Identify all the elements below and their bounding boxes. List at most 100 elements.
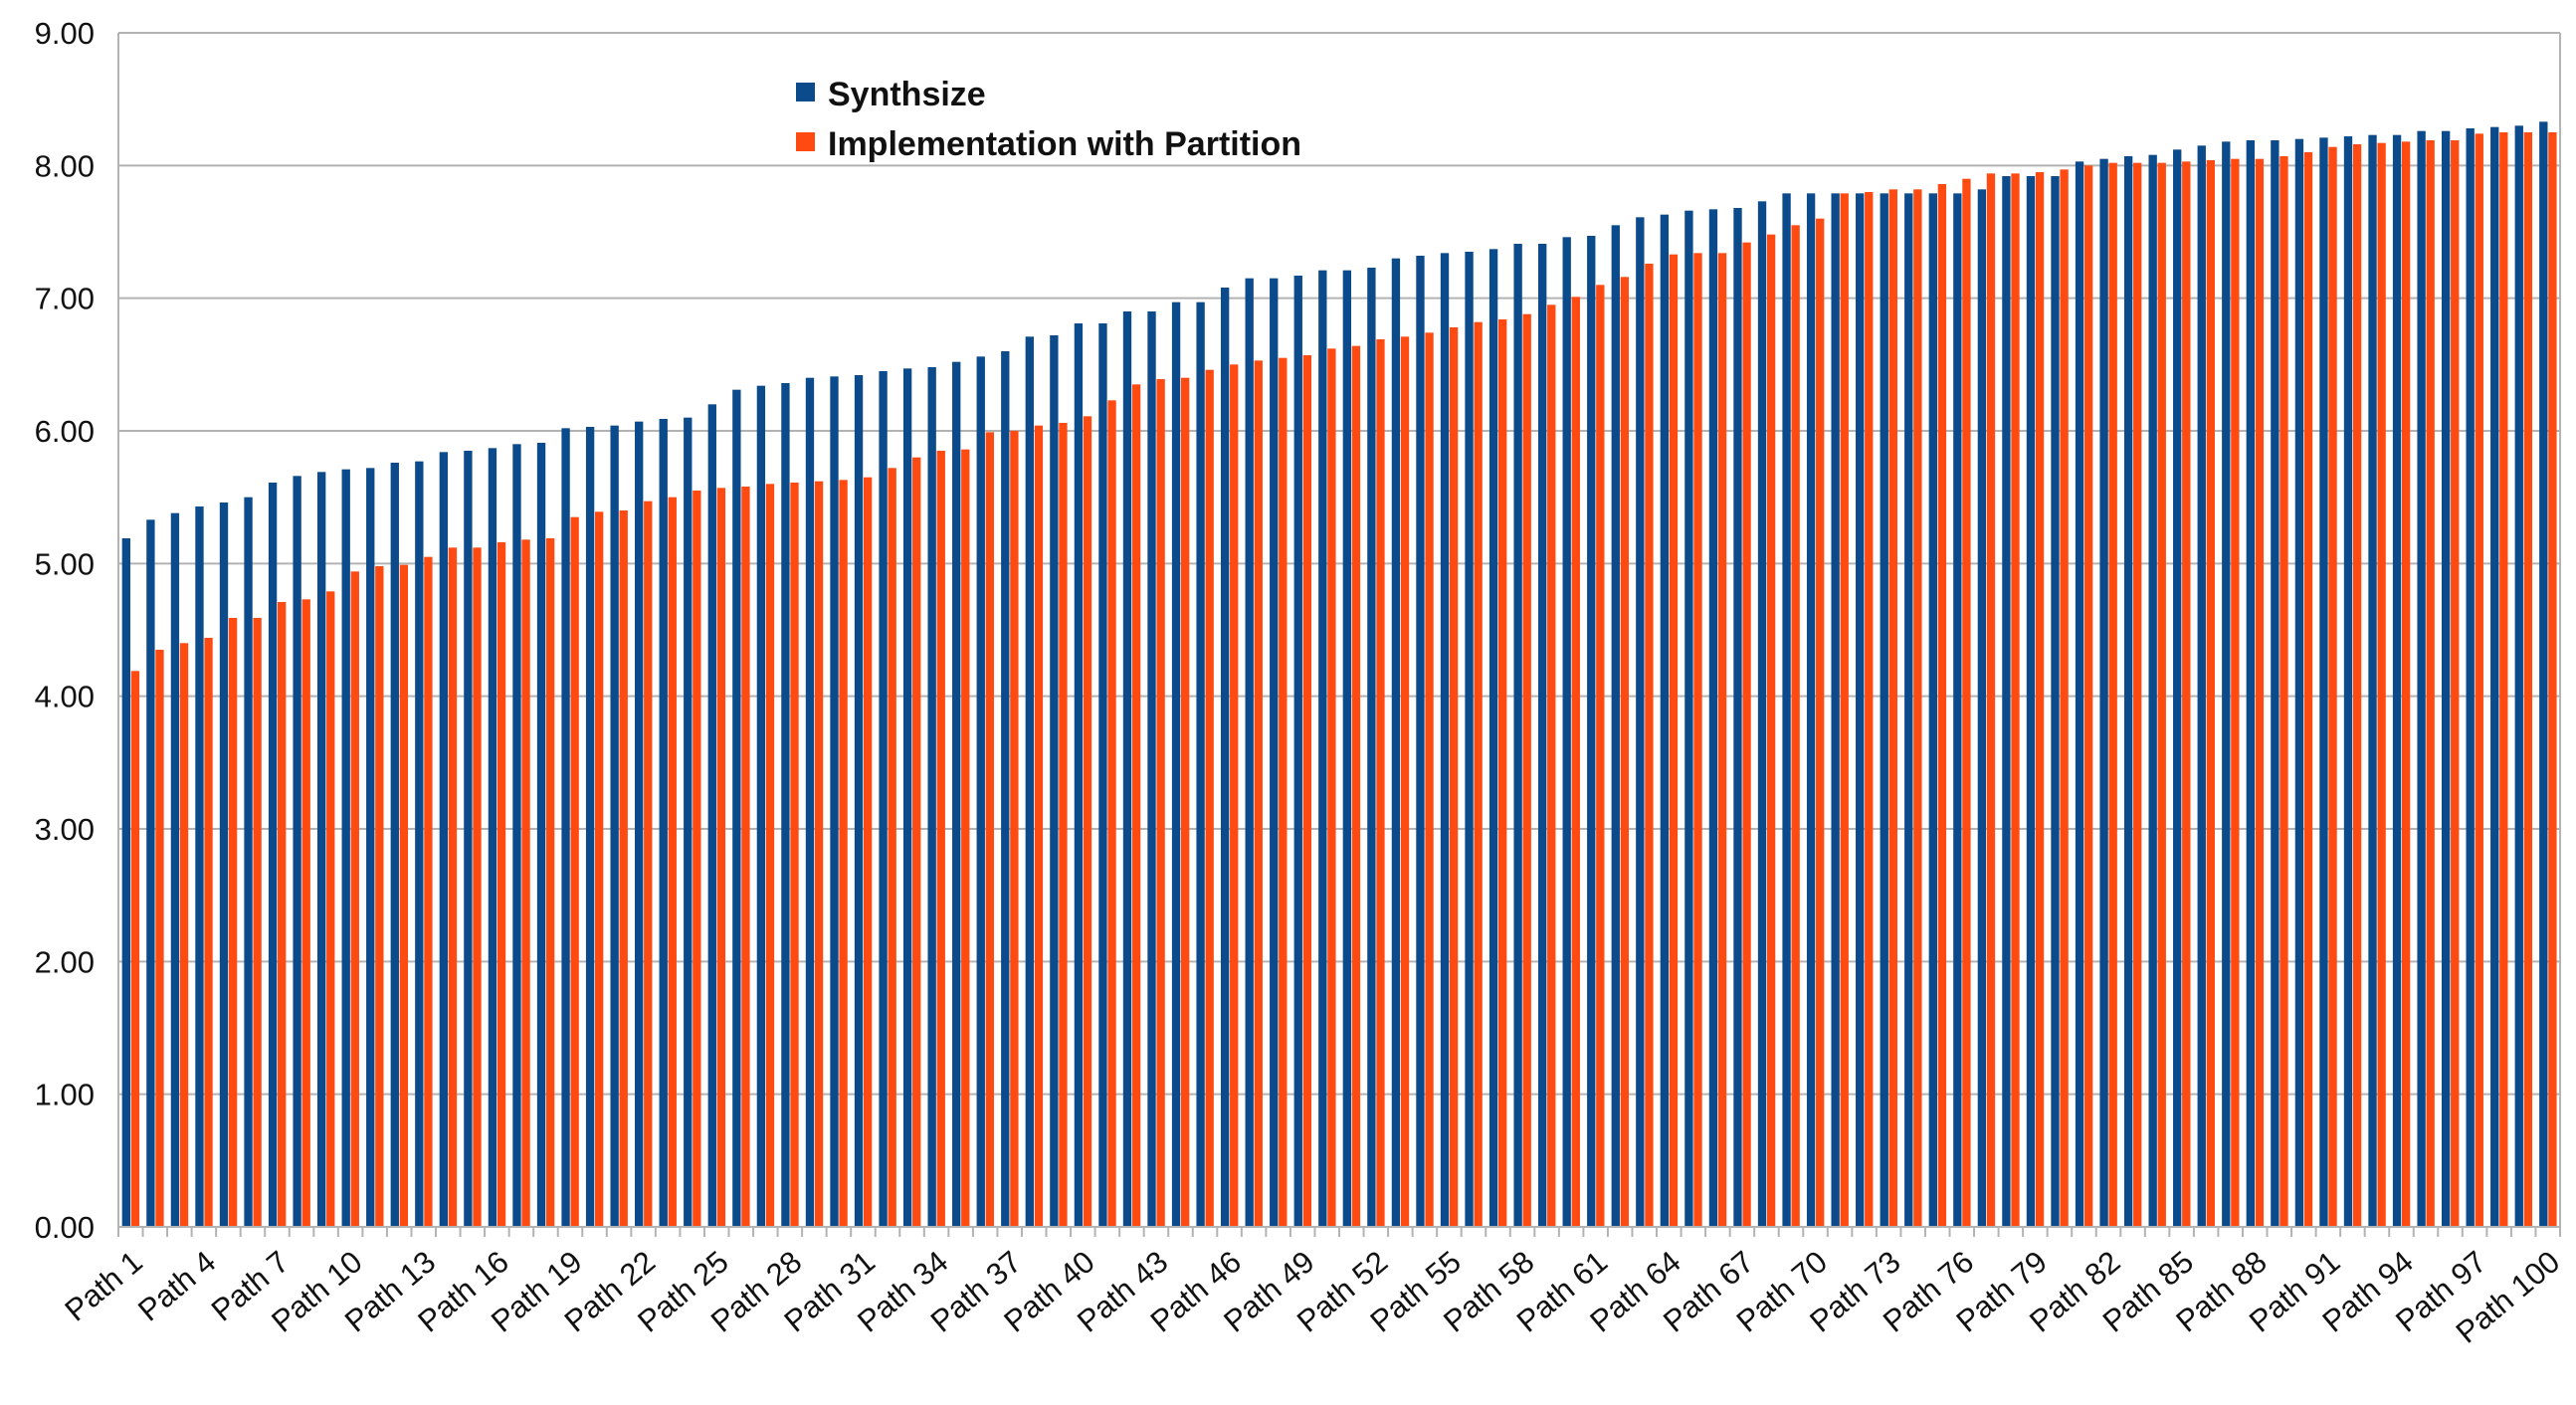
bar-synthsize-51 xyxy=(1342,270,1352,1227)
bar-synthsize-86 xyxy=(2197,145,2206,1228)
bar-implementation-with-partition-31 xyxy=(863,477,873,1227)
bar-implementation-with-partition-43 xyxy=(1156,379,1165,1227)
bar-synthsize-4 xyxy=(195,506,204,1227)
bar-implementation-with-partition-20 xyxy=(595,511,604,1227)
bar-implementation-with-partition-40 xyxy=(1083,416,1092,1228)
bar-synthsize-96 xyxy=(2441,130,2451,1227)
bar-implementation-with-partition-60 xyxy=(1571,297,1580,1228)
bar-synthsize-98 xyxy=(2490,126,2499,1227)
bar-implementation-with-partition-95 xyxy=(2426,140,2435,1227)
bar-synthsize-13 xyxy=(415,461,424,1227)
bar-implementation-with-partition-53 xyxy=(1400,336,1410,1228)
bar-implementation-with-partition-70 xyxy=(1816,218,1825,1228)
bar-synthsize-43 xyxy=(1147,311,1156,1227)
bar-synthsize-25 xyxy=(707,404,716,1228)
bar-synthsize-90 xyxy=(2294,138,2304,1227)
bar-implementation-with-partition-1 xyxy=(130,671,140,1227)
bar-synthsize-61 xyxy=(1587,236,1596,1227)
bar-implementation-with-partition-7 xyxy=(278,602,287,1227)
bar-implementation-with-partition-47 xyxy=(1254,360,1263,1228)
bar-implementation-with-partition-50 xyxy=(1327,348,1336,1228)
bar-implementation-with-partition-79 xyxy=(2035,172,2045,1227)
bar-implementation-with-partition-89 xyxy=(2279,156,2288,1227)
bar-synthsize-99 xyxy=(2514,125,2523,1228)
bar-implementation-with-partition-72 xyxy=(1865,192,1874,1227)
bar-implementation-with-partition-54 xyxy=(1425,332,1434,1228)
bar-implementation-with-partition-36 xyxy=(985,432,994,1228)
bar-synthsize-69 xyxy=(1782,193,1791,1228)
bar-implementation-with-partition-76 xyxy=(1962,178,1971,1227)
bar-implementation-with-partition-37 xyxy=(1010,431,1019,1227)
bar-synthsize-5 xyxy=(219,502,229,1227)
bar-synthsize-48 xyxy=(1270,278,1279,1227)
bar-implementation-with-partition-75 xyxy=(1937,184,1947,1227)
bar-synthsize-24 xyxy=(684,417,693,1227)
bar-synthsize-16 xyxy=(488,448,497,1228)
bar-synthsize-58 xyxy=(1513,244,1522,1227)
bar-implementation-with-partition-62 xyxy=(1620,277,1630,1228)
bar-implementation-with-partition-51 xyxy=(1351,345,1361,1227)
bar-implementation-with-partition-22 xyxy=(644,501,653,1227)
bar-implementation-with-partition-99 xyxy=(2523,132,2533,1227)
bar-synthsize-68 xyxy=(1757,201,1767,1228)
bar-synthsize-26 xyxy=(732,389,741,1227)
bar-implementation-with-partition-10 xyxy=(350,571,359,1227)
bar-implementation-with-partition-97 xyxy=(2475,133,2483,1228)
y-tick-label: 8.00 xyxy=(35,148,95,183)
bar-implementation-with-partition-87 xyxy=(2231,158,2240,1227)
bar-synthsize-75 xyxy=(1928,193,1937,1228)
bar-implementation-with-partition-61 xyxy=(1596,285,1605,1228)
bar-implementation-with-partition-28 xyxy=(790,483,799,1227)
bar-synthsize-42 xyxy=(1122,311,1132,1227)
bar-implementation-with-partition-34 xyxy=(936,451,945,1227)
bar-implementation-with-partition-13 xyxy=(424,556,433,1227)
bar-synthsize-27 xyxy=(756,385,766,1227)
bar-implementation-with-partition-94 xyxy=(2401,141,2411,1228)
bar-implementation-with-partition-8 xyxy=(301,599,310,1227)
bar-synthsize-44 xyxy=(1171,301,1181,1227)
bar-implementation-with-partition-77 xyxy=(1986,173,1996,1228)
legend: Synthsize Implementation with Partition xyxy=(796,76,1301,163)
bar-synthsize-23 xyxy=(659,419,668,1227)
bar-implementation-with-partition-82 xyxy=(2108,162,2117,1227)
bar-synthsize-97 xyxy=(2466,128,2475,1227)
bar-synthsize-49 xyxy=(1293,276,1302,1227)
bar-implementation-with-partition-32 xyxy=(888,468,896,1228)
bar-synthsize-19 xyxy=(561,428,570,1228)
bar-implementation-with-partition-4 xyxy=(204,638,213,1227)
bar-synthsize-39 xyxy=(1050,335,1059,1227)
bar-synthsize-3 xyxy=(170,512,180,1227)
y-tick-label: 5.00 xyxy=(35,546,95,581)
y-tick-label: 4.00 xyxy=(35,680,95,714)
bar-synthsize-66 xyxy=(1708,209,1718,1227)
bar-implementation-with-partition-35 xyxy=(961,449,970,1227)
y-tick-label: 0.00 xyxy=(35,1210,95,1245)
bar-synthsize-81 xyxy=(2075,161,2084,1228)
bar-implementation-with-partition-48 xyxy=(1279,357,1288,1227)
bar-implementation-with-partition-38 xyxy=(1034,425,1044,1227)
bar-implementation-with-partition-71 xyxy=(1840,193,1849,1228)
bar-implementation-with-partition-56 xyxy=(1474,321,1483,1227)
bar-synthsize-59 xyxy=(1538,244,1547,1227)
bar-synthsize-2 xyxy=(146,519,155,1227)
bar-implementation-with-partition-80 xyxy=(2060,169,2069,1228)
bar-implementation-with-partition-93 xyxy=(2377,142,2386,1227)
bar-implementation-with-partition-52 xyxy=(1376,339,1385,1227)
bar-implementation-with-partition-39 xyxy=(1059,423,1068,1227)
bar-synthsize-95 xyxy=(2417,130,2426,1227)
bar-synthsize-85 xyxy=(2173,149,2182,1228)
bar-implementation-with-partition-91 xyxy=(2328,146,2337,1227)
legend-label-synthsize: Synthsize xyxy=(828,76,986,113)
bar-synthsize-76 xyxy=(1953,193,1962,1228)
gridlines xyxy=(118,32,2560,1228)
bar-synthsize-83 xyxy=(2123,156,2133,1227)
bar-synthsize-46 xyxy=(1220,288,1230,1227)
bar-implementation-with-partition-41 xyxy=(1107,400,1116,1228)
bar-implementation-with-partition-67 xyxy=(1742,242,1751,1228)
bar-implementation-with-partition-12 xyxy=(399,564,409,1227)
bar-implementation-with-partition-14 xyxy=(448,547,458,1227)
bar-synthsize-73 xyxy=(1880,193,1888,1228)
bar-synthsize-45 xyxy=(1196,301,1205,1227)
